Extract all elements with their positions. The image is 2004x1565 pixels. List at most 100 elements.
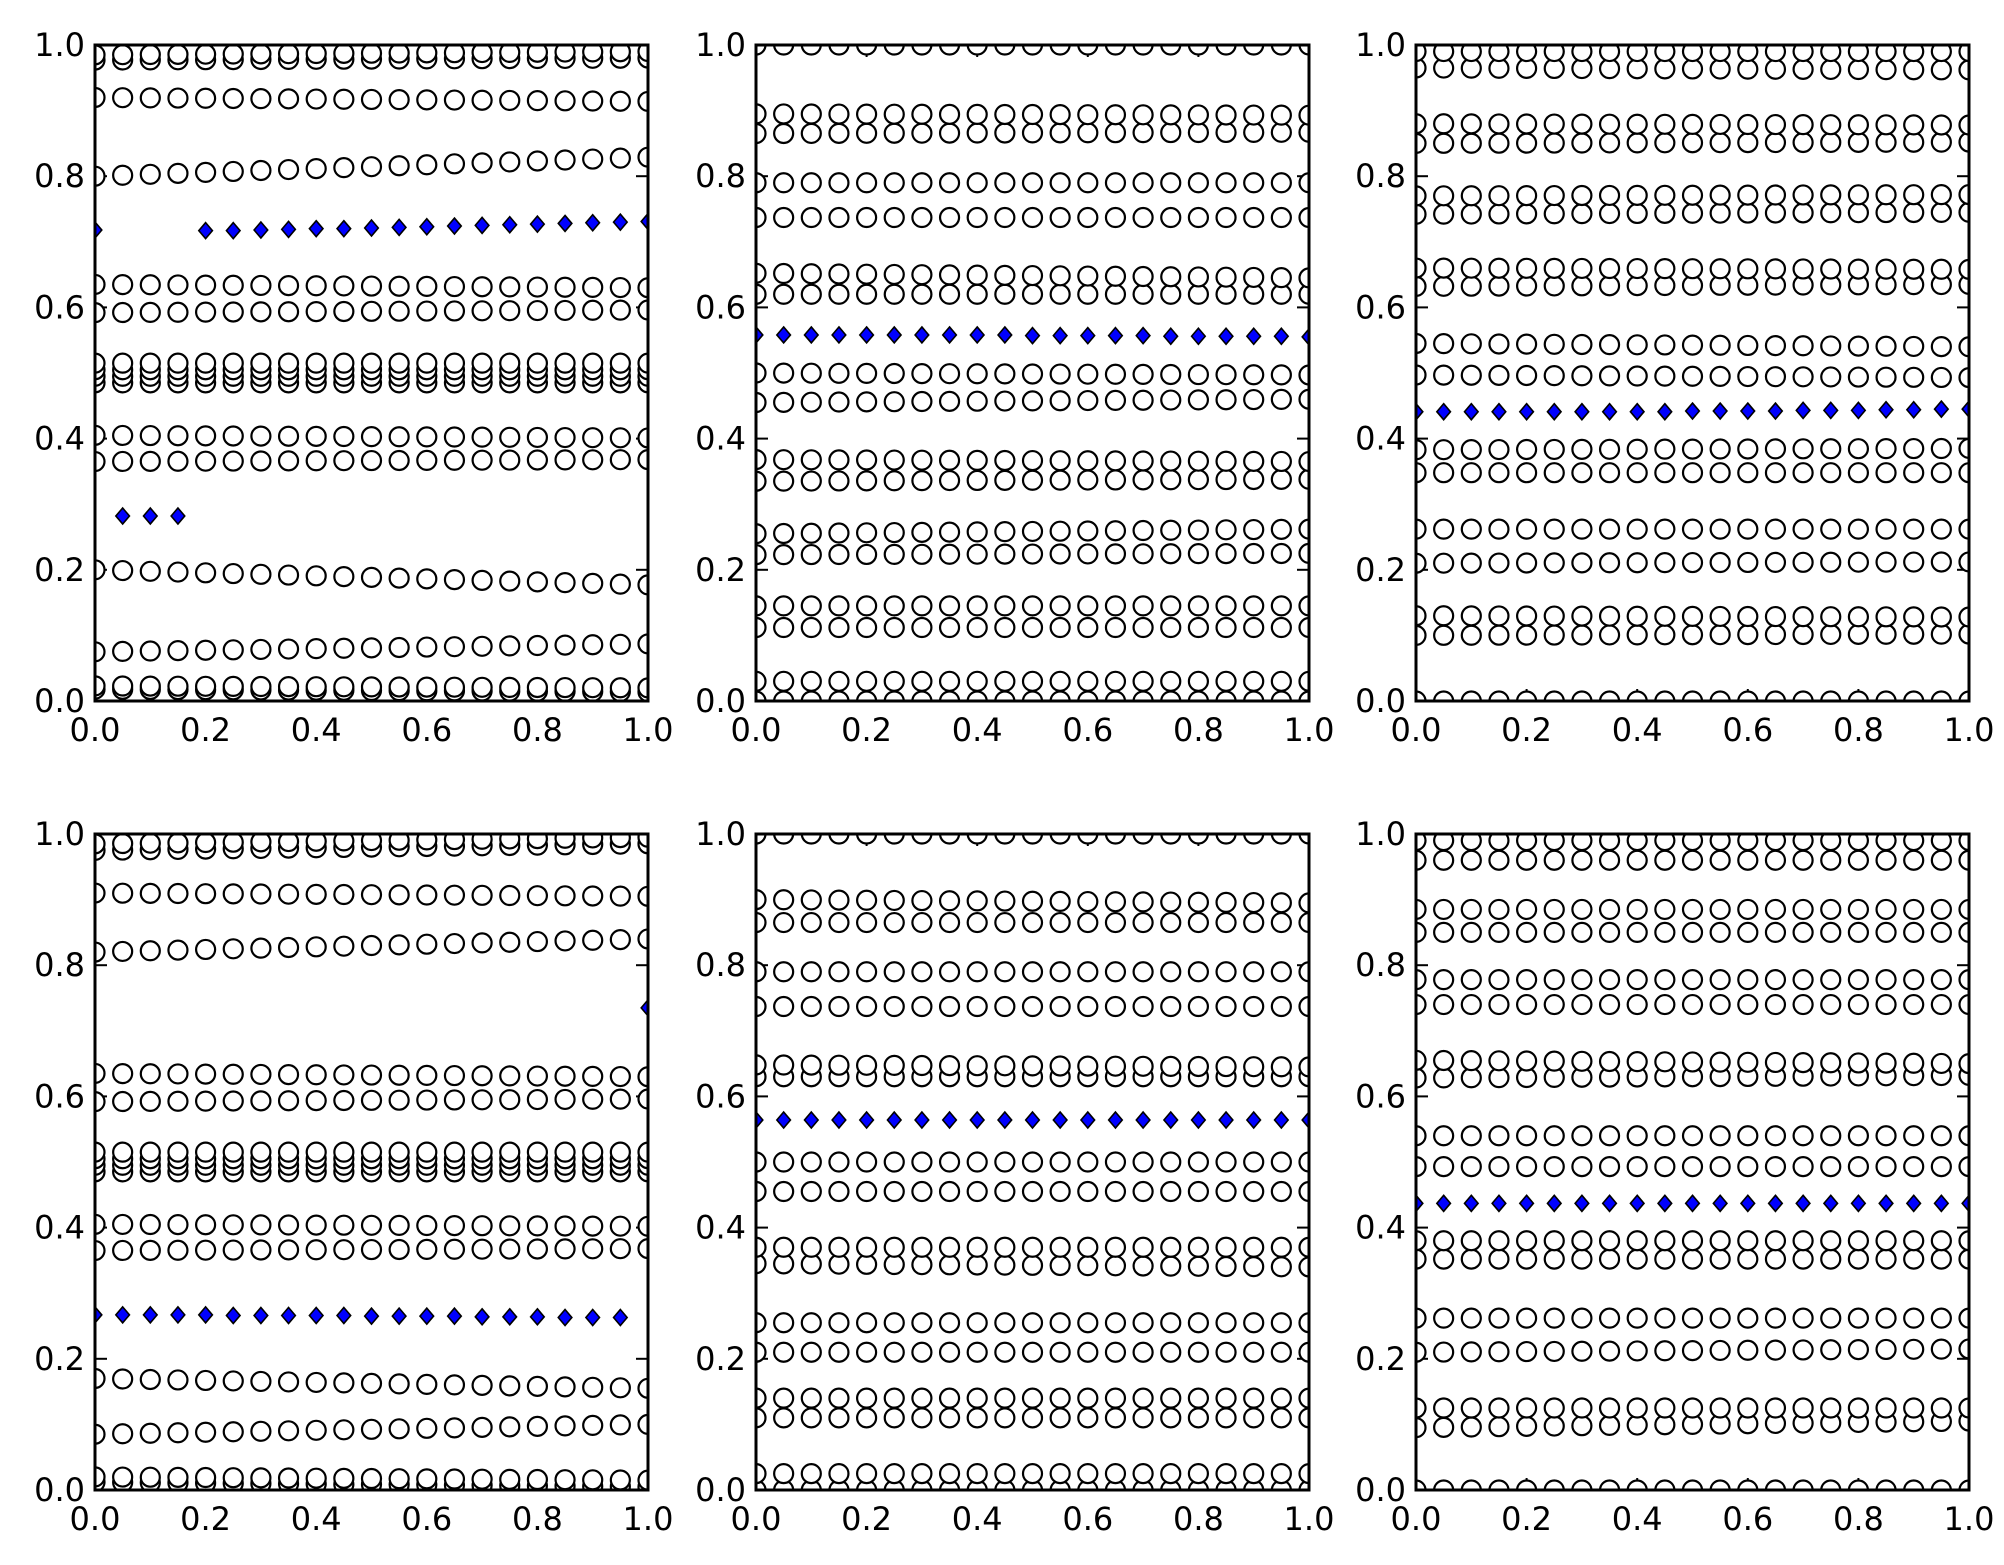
circle-point — [1021, 1236, 1044, 1258]
circle-point — [139, 450, 161, 472]
circle-point — [195, 1466, 217, 1489]
circle-point — [1433, 333, 1455, 355]
circle-point — [1875, 462, 1897, 484]
circle-point — [1270, 1407, 1292, 1429]
circle-point — [333, 834, 355, 852]
circle-point — [139, 1213, 161, 1236]
circle-point — [305, 1239, 327, 1261]
circle-point — [1903, 335, 1925, 358]
circle-point — [756, 391, 767, 414]
y-tick-label: 0.6 — [34, 1077, 85, 1115]
circle-point — [277, 883, 300, 905]
x-tick-label: 0.6 — [1722, 1500, 1773, 1538]
circle-point — [1543, 969, 1565, 991]
circle-point — [1598, 1340, 1621, 1362]
circle-point — [1737, 1051, 1759, 1073]
circle-point — [1104, 104, 1127, 126]
circle-point — [1847, 551, 1870, 573]
circle-point — [1543, 898, 1565, 921]
circle-point — [1681, 518, 1704, 540]
circle-point — [756, 1387, 767, 1409]
circle-point — [1958, 366, 1969, 389]
circle-point — [1298, 172, 1309, 194]
diamond-point — [1795, 1194, 1811, 1213]
circle-point — [1709, 438, 1731, 460]
circle-point — [139, 882, 161, 904]
circle-point — [1764, 518, 1787, 540]
circle-point — [1077, 122, 1099, 144]
circle-point — [1515, 132, 1538, 154]
circle-point — [1654, 690, 1676, 701]
circle-point — [1077, 670, 1099, 692]
circle-point — [167, 1369, 189, 1391]
circle-point — [1626, 1340, 1648, 1362]
circle-point — [1270, 1312, 1292, 1334]
circle-point — [1488, 898, 1510, 921]
circle-point — [1875, 1155, 1897, 1178]
plot-area — [95, 45, 648, 701]
circle-point — [756, 523, 767, 545]
circle-point — [112, 1063, 134, 1085]
circle-point — [1187, 283, 1210, 305]
circle-point — [1543, 1050, 1565, 1072]
circle-point — [195, 352, 217, 374]
circle-point — [1543, 1397, 1565, 1419]
circle-point — [911, 911, 933, 934]
y-tick-label: 0.0 — [34, 682, 85, 720]
diamond-point — [640, 212, 648, 231]
circle-point — [1104, 961, 1127, 983]
circle-point — [1515, 203, 1538, 225]
circle-point — [582, 352, 604, 374]
circle-point — [1243, 121, 1265, 143]
circle-point — [1903, 898, 1925, 921]
circle-point — [911, 543, 933, 565]
circle-point — [966, 206, 988, 229]
circle-point — [582, 572, 604, 594]
circle-point — [471, 676, 493, 698]
circle-point — [1737, 58, 1759, 80]
circle-point — [250, 1467, 272, 1489]
circle-point — [1416, 1067, 1427, 1089]
circle-point — [195, 639, 217, 661]
circle-point — [966, 834, 988, 845]
circle-point — [800, 1236, 822, 1258]
circle-point — [1515, 1307, 1538, 1329]
circle-point — [526, 1065, 549, 1087]
circle-point — [1433, 132, 1455, 154]
circle-point — [499, 1468, 521, 1490]
circle-point — [1764, 1155, 1787, 1178]
circle-point — [1243, 1312, 1265, 1334]
circle-point — [966, 911, 988, 934]
circle-point — [1298, 690, 1309, 701]
circle-point — [139, 163, 161, 185]
circle-point — [1077, 890, 1099, 913]
circle-point — [938, 1312, 961, 1334]
circle-point — [1104, 1407, 1127, 1429]
circle-point — [800, 103, 822, 125]
diamond-point — [197, 1305, 214, 1325]
circle-point — [1958, 921, 1969, 943]
circle-point — [1270, 961, 1292, 983]
circle-point — [167, 425, 189, 447]
circle-point — [756, 172, 767, 194]
diamond-point — [1491, 402, 1507, 421]
circle-point — [112, 1368, 134, 1390]
circle-point — [1847, 623, 1870, 645]
circle-point — [499, 449, 521, 471]
circle-point — [1847, 690, 1869, 701]
circle-point — [1681, 1307, 1704, 1329]
circle-point — [112, 675, 134, 697]
circle-point — [1543, 184, 1565, 207]
circle-point — [1215, 1407, 1237, 1429]
circle-point — [1626, 898, 1648, 921]
scatter-panel-4: 0.0 0.2 0.4 0.6 0.8 1.00.00.20.40.60.81.0 — [34, 815, 673, 1538]
circle-point — [756, 470, 767, 492]
x-tick-label: 1.0 — [1944, 711, 1995, 749]
x-tick-label: 0.4 — [952, 711, 1003, 749]
circle-point — [938, 911, 961, 934]
scatter-panel-6: 0.0 0.2 0.4 0.6 0.8 1.00.00.20.40.60.81.0 — [1355, 815, 1994, 1538]
circle-point — [1709, 834, 1731, 852]
circle-point — [1488, 203, 1510, 225]
circle-point — [167, 274, 189, 296]
x-tick-label: 0.2 — [180, 711, 231, 749]
